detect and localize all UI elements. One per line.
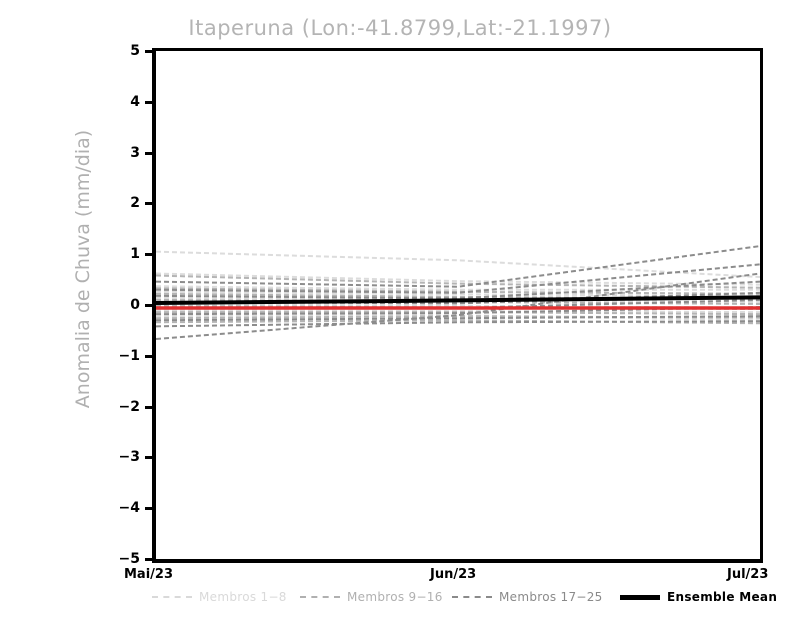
series-line xyxy=(156,309,760,314)
y-tick-label: 0 xyxy=(130,297,140,313)
y-tick-mark xyxy=(145,50,152,53)
series-line xyxy=(156,272,760,341)
legend-entry[interactable]: Membros 9−16 xyxy=(300,590,443,604)
series-line xyxy=(156,296,760,303)
series-line xyxy=(156,285,760,291)
x-tick-label: Mai/23 xyxy=(124,567,174,582)
series-line xyxy=(156,274,760,289)
y-tick-mark xyxy=(145,456,152,460)
series-line xyxy=(156,287,760,295)
chart-title: Itaperuna (Lon:-41.8799,Lat:-21.1997) xyxy=(188,16,612,40)
y-tick-mark xyxy=(145,558,152,561)
y-tick-mark xyxy=(145,151,152,155)
legend-label: Membros 17−25 xyxy=(499,590,603,604)
series-line xyxy=(156,319,760,325)
x-tick-label: Jul/23 xyxy=(727,567,769,582)
legend-label: Ensemble Mean xyxy=(667,590,778,604)
chart-legend: Membros 1−8 Membros 9−16 Membros 17−25 Ense… xyxy=(152,586,777,608)
legend-entry[interactable]: Ensemble Mean xyxy=(620,590,777,604)
legend-label: Membros 1−8 xyxy=(199,590,287,604)
legend-swatch-icon xyxy=(152,596,192,598)
series-line xyxy=(156,295,760,305)
y-tick-label: −3 xyxy=(118,449,140,466)
y-tick-mark xyxy=(145,253,152,257)
series-line xyxy=(156,292,760,300)
y-tick-label: −5 xyxy=(118,551,140,567)
legend-label: Membros 9−16 xyxy=(347,590,443,604)
series-line xyxy=(156,245,760,288)
y-tick-label: 3 xyxy=(130,144,140,161)
y-axis-label: Anomalia de Chuva (mm/dia) xyxy=(72,129,94,409)
series-line xyxy=(156,263,760,294)
y-tick-label: 5 xyxy=(130,43,140,59)
legend-swatch-icon xyxy=(452,596,492,598)
y-tick-label: −4 xyxy=(118,500,140,517)
series-line xyxy=(156,272,760,286)
y-tick-mark xyxy=(145,354,152,358)
y-tick-mark xyxy=(145,304,152,307)
series-line xyxy=(156,306,760,316)
series-line xyxy=(156,311,760,316)
series-line xyxy=(156,280,760,300)
y-tick-mark xyxy=(145,405,152,409)
legend-entry[interactable]: Membros 1−8 xyxy=(152,590,287,604)
plot-lines xyxy=(156,245,760,341)
y-tick-mark xyxy=(145,507,152,511)
plot-area xyxy=(152,48,763,563)
y-tick-label: 4 xyxy=(130,93,140,110)
y-tick-label: 2 xyxy=(130,195,140,212)
series-line xyxy=(156,314,760,322)
legend-entry[interactable]: Membros 17−25 xyxy=(452,590,603,604)
y-tick-mark xyxy=(145,202,152,206)
series-line xyxy=(156,250,760,279)
series-line xyxy=(156,320,760,328)
y-tick-label: 1 xyxy=(130,246,140,263)
series-line xyxy=(156,315,760,322)
y-tick-mark xyxy=(145,100,152,104)
series-line xyxy=(156,302,760,309)
legend-swatch-icon xyxy=(300,596,340,598)
x-tick-label: Jun/23 xyxy=(430,567,477,582)
legend-swatch-icon xyxy=(620,594,660,600)
y-tick-label: −2 xyxy=(118,398,140,415)
series-line xyxy=(156,290,760,297)
y-tick-label: −1 xyxy=(118,347,140,364)
series-line xyxy=(156,315,760,320)
